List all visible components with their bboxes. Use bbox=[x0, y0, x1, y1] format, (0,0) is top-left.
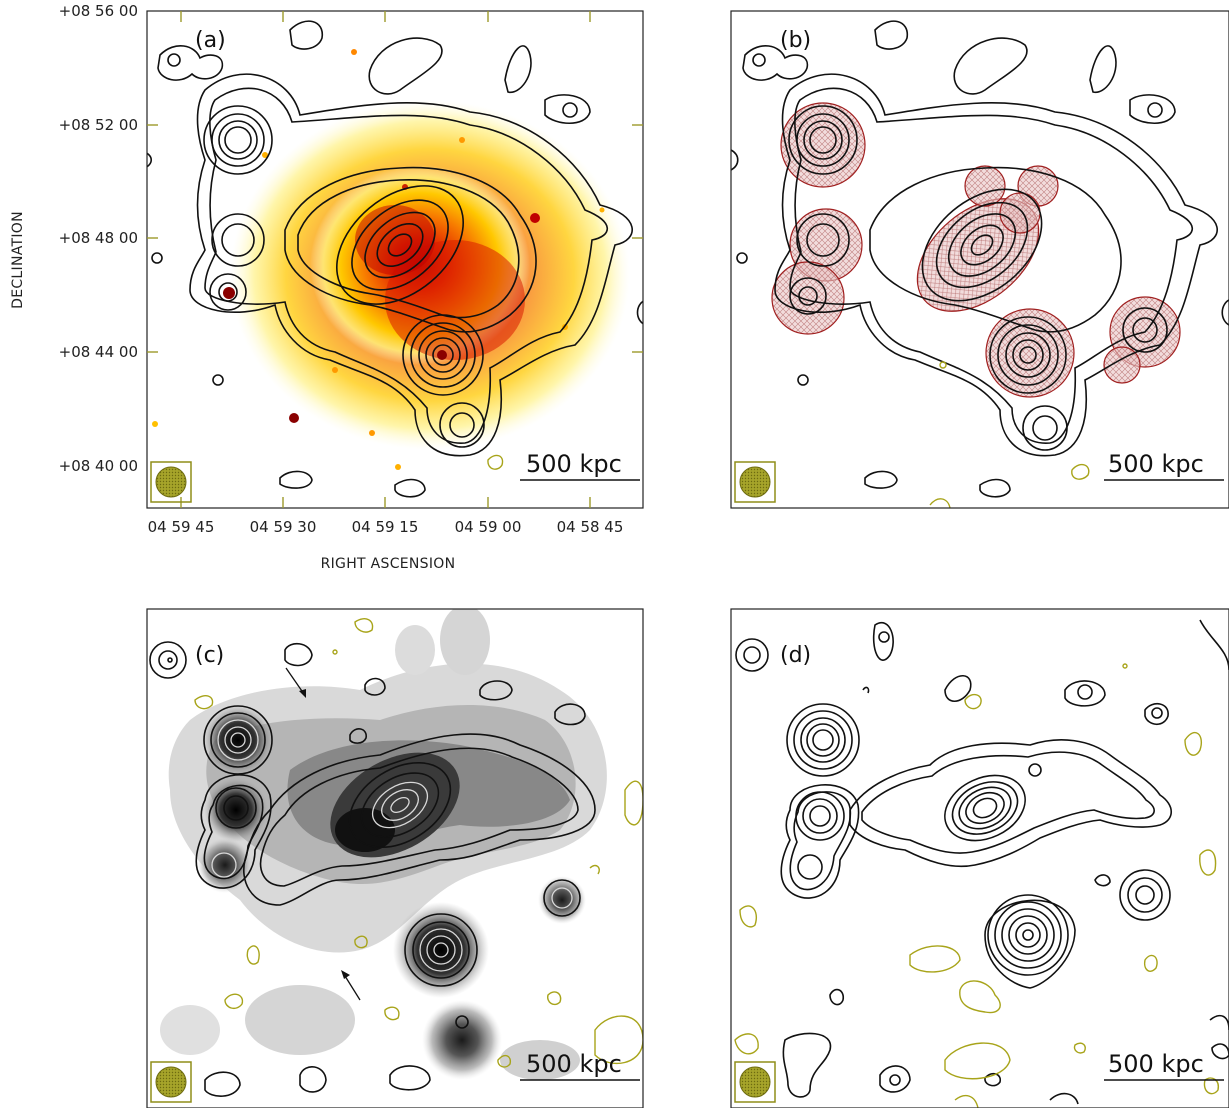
radio-contours-d bbox=[734, 619, 1229, 1108]
x-tick-label: 04 58 45 bbox=[557, 518, 624, 536]
y-axis-title: DECLINATION bbox=[10, 211, 26, 309]
scale-bar-c-label: 500 kpc bbox=[526, 1050, 622, 1078]
x-axis: 04 59 45 04 59 30 04 59 15 04 59 00 04 5… bbox=[148, 518, 624, 572]
radio-greyscale bbox=[160, 609, 607, 1080]
radio-contours-b bbox=[731, 20, 1229, 508]
panel-b-label: (b) bbox=[780, 28, 811, 53]
beam-a bbox=[150, 461, 192, 503]
x-axis-title: RIGHT ASCENSION bbox=[321, 556, 456, 572]
y-tick-label: +08 44 00 bbox=[59, 343, 138, 361]
beam-c bbox=[150, 1061, 192, 1103]
scale-bar-c: 500 kpc bbox=[520, 1050, 640, 1081]
x-tick-label: 04 59 30 bbox=[250, 518, 317, 536]
y-tick-label: +08 48 00 bbox=[59, 229, 138, 247]
arrow-markers bbox=[285, 667, 361, 1001]
panel-b: (b) bbox=[731, 20, 1229, 508]
panel-c-label: (c) bbox=[195, 643, 224, 668]
scale-bar-d: 500 kpc bbox=[1104, 1050, 1224, 1081]
y-tick-label: +08 40 00 bbox=[59, 457, 138, 475]
scale-bar-b-label: 500 kpc bbox=[1108, 450, 1204, 478]
beam-b bbox=[734, 461, 776, 503]
x-tick-label: 04 59 00 bbox=[455, 518, 522, 536]
y-axis: +08 56 00 +08 52 00 +08 48 00 +08 44 00 … bbox=[10, 2, 138, 475]
x-tick-label: 04 59 15 bbox=[352, 518, 419, 536]
panel-d: (d) bbox=[734, 619, 1229, 1108]
xray-emission bbox=[152, 49, 630, 470]
panel-a: (a) bbox=[147, 20, 643, 498]
radio-contours-a bbox=[147, 20, 643, 498]
panel-d-label: (d) bbox=[780, 643, 811, 668]
scale-bar-a: 500 kpc bbox=[520, 450, 640, 481]
beam-d bbox=[734, 1061, 776, 1103]
scale-bar-a-label: 500 kpc bbox=[526, 450, 622, 478]
radio-contours-c bbox=[149, 618, 643, 1097]
panel-a-label: (a) bbox=[195, 28, 226, 53]
y-tick-label: +08 56 00 bbox=[59, 2, 138, 20]
panel-c: (c) bbox=[149, 609, 643, 1097]
y-tick-label: +08 52 00 bbox=[59, 116, 138, 134]
scale-bar-d-label: 500 kpc bbox=[1108, 1050, 1204, 1078]
scale-bar-b: 500 kpc bbox=[1104, 450, 1224, 481]
x-tick-label: 04 59 45 bbox=[148, 518, 215, 536]
